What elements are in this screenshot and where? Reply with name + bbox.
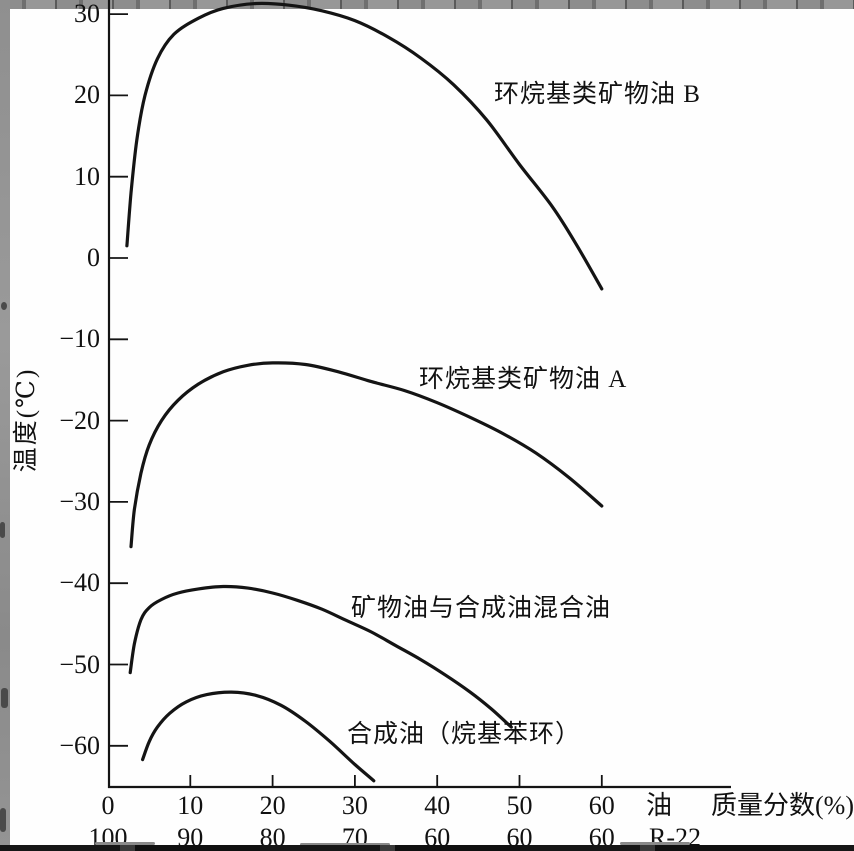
- curve-naphthenic-mineral-oil-A: [129, 361, 604, 549]
- y-tick-label: 0: [87, 243, 100, 272]
- scan-artifact-top-band: [0, 0, 854, 9]
- scan-noise: [1, 302, 7, 310]
- y-tick-label: −60: [59, 730, 100, 760]
- scan-noise: [1, 688, 8, 708]
- y-tick-label: −20: [59, 405, 100, 435]
- scan-smudge: [620, 842, 690, 845]
- x-tick-label-oil: 20: [259, 791, 286, 820]
- x-axis-unit-suffix: 质量分数(%): [711, 791, 854, 820]
- y-tick-label: 20: [74, 80, 100, 110]
- curve-label-naphthenic-b: 环烷基类矿物油 B: [494, 81, 701, 108]
- curve-label-naphthenic-a: 环烷基类矿物油 A: [419, 366, 628, 393]
- y-tick-label: −40: [59, 568, 100, 598]
- scan-artifact-bottom-band: [0, 845, 854, 851]
- x-tick-label-oil: 40: [424, 791, 451, 820]
- x-tick-label-oil: 0: [101, 791, 115, 820]
- y-tick-label: −30: [59, 486, 100, 516]
- y-tick-label: 30: [74, 0, 100, 29]
- x-tick-label-oil: 10: [177, 791, 204, 820]
- y-axis-title: 温度(℃): [13, 367, 40, 473]
- curve-label-synthetic-oil: 合成油（烷基苯环）: [347, 721, 582, 748]
- x-tick-label-oil: 50: [506, 791, 533, 820]
- y-tick-label: 10: [74, 161, 100, 191]
- scan-smudge: [95, 842, 155, 845]
- curve-naphthenic-mineral-oil-B: [125, 1, 604, 291]
- x-tick-label-oil: 60: [588, 791, 615, 820]
- scan-artifact-left-band: [0, 0, 10, 851]
- x-tick-label-oil: 30: [341, 791, 368, 820]
- scan-noise: [0, 522, 5, 538]
- curve-mineral-and-synthetic-blend-oil: [128, 584, 513, 729]
- curve-label-blend-oil: 矿物油与合成油混合油: [351, 595, 612, 622]
- curve-synthetic-oil-alkylbenzene: [141, 690, 376, 783]
- scan-smudge: [300, 843, 390, 846]
- x-axis-unit-oil: 油: [646, 791, 673, 820]
- y-tick-label: −10: [59, 324, 100, 354]
- y-tick-label: −50: [59, 649, 100, 679]
- scan-noise: [0, 808, 6, 832]
